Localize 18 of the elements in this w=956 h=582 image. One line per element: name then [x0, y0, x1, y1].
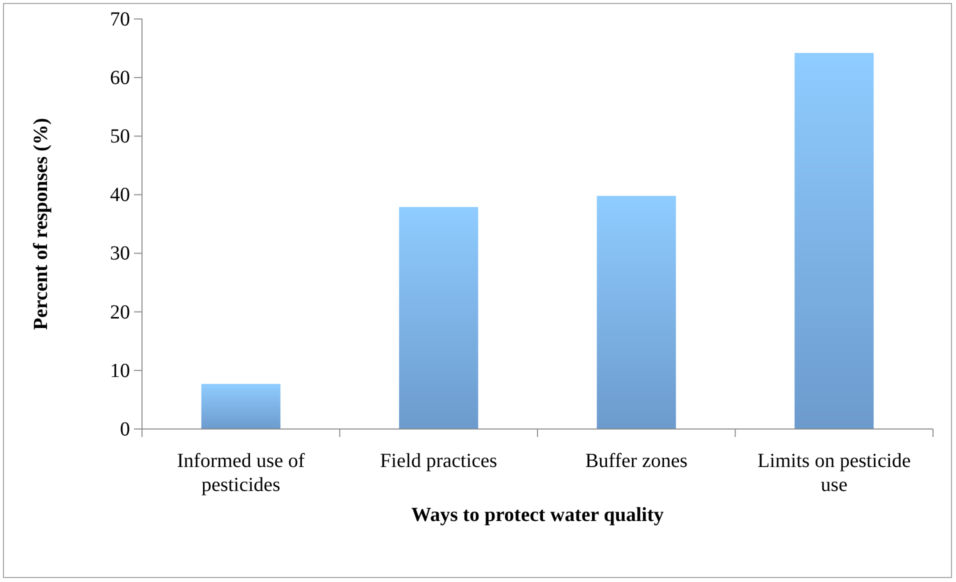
- x-tick-label: Buffer zones: [585, 450, 688, 472]
- bar: [794, 52, 874, 429]
- x-tick-label: Informed use of pesticides: [177, 450, 306, 496]
- x-tick-label: Limits on pesticide use: [757, 450, 911, 496]
- y-tick-label: 20: [110, 301, 130, 324]
- bar: [399, 207, 478, 429]
- bar: [596, 196, 676, 429]
- x-tick-label: Field practices: [380, 450, 498, 472]
- y-tick-label: 40: [110, 184, 130, 206]
- y-tick-label: 10: [110, 360, 130, 382]
- bar: [201, 384, 280, 429]
- y-tick-label: 50: [110, 126, 130, 148]
- y-tick-label: 0: [120, 418, 130, 440]
- y-tick-label: 60: [110, 66, 130, 89]
- y-tick-label: 70: [110, 8, 130, 30]
- y-axis-title: Percent of responses (%): [30, 118, 52, 330]
- x-axis-title: Ways to protect water quality: [411, 504, 664, 526]
- y-tick-label: 30: [110, 242, 130, 265]
